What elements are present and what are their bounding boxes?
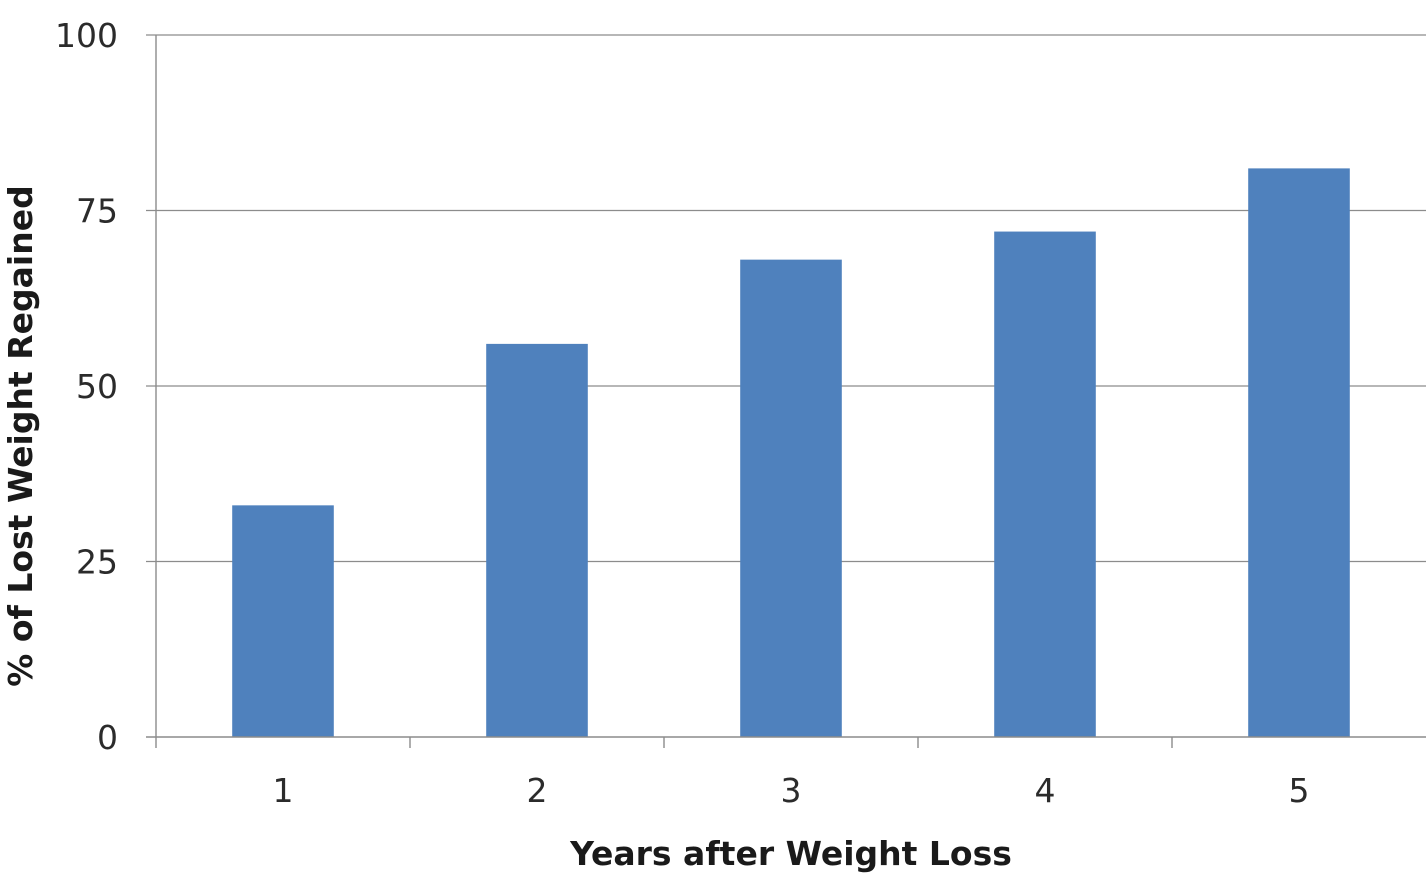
x-tick-label: 5	[1289, 771, 1310, 810]
y-tick-label: 0	[97, 718, 118, 757]
bar	[486, 343, 588, 737]
bars	[232, 168, 1350, 737]
y-tick-label: 75	[76, 192, 118, 231]
y-tick-label: 50	[76, 367, 118, 406]
x-axis-title: Years after Weight Loss	[569, 834, 1012, 873]
bar	[740, 259, 842, 737]
x-tick-label: 2	[527, 771, 548, 810]
x-tick-label: 1	[273, 771, 294, 810]
x-tick-labels: 1 2 3 4 5	[273, 737, 1310, 810]
bar	[232, 505, 334, 737]
y-axis-title: % of Lost Weight Regained	[1, 185, 40, 686]
x-tick-label: 3	[781, 771, 802, 810]
bar	[994, 231, 1096, 737]
axes	[146, 35, 1426, 748]
x-tick-label: 4	[1035, 771, 1056, 810]
y-tick-label: 100	[55, 16, 118, 55]
y-tick-labels: 0 25 50 75 100	[55, 16, 118, 757]
y-tick-label: 25	[76, 543, 118, 582]
bar	[1248, 168, 1350, 737]
